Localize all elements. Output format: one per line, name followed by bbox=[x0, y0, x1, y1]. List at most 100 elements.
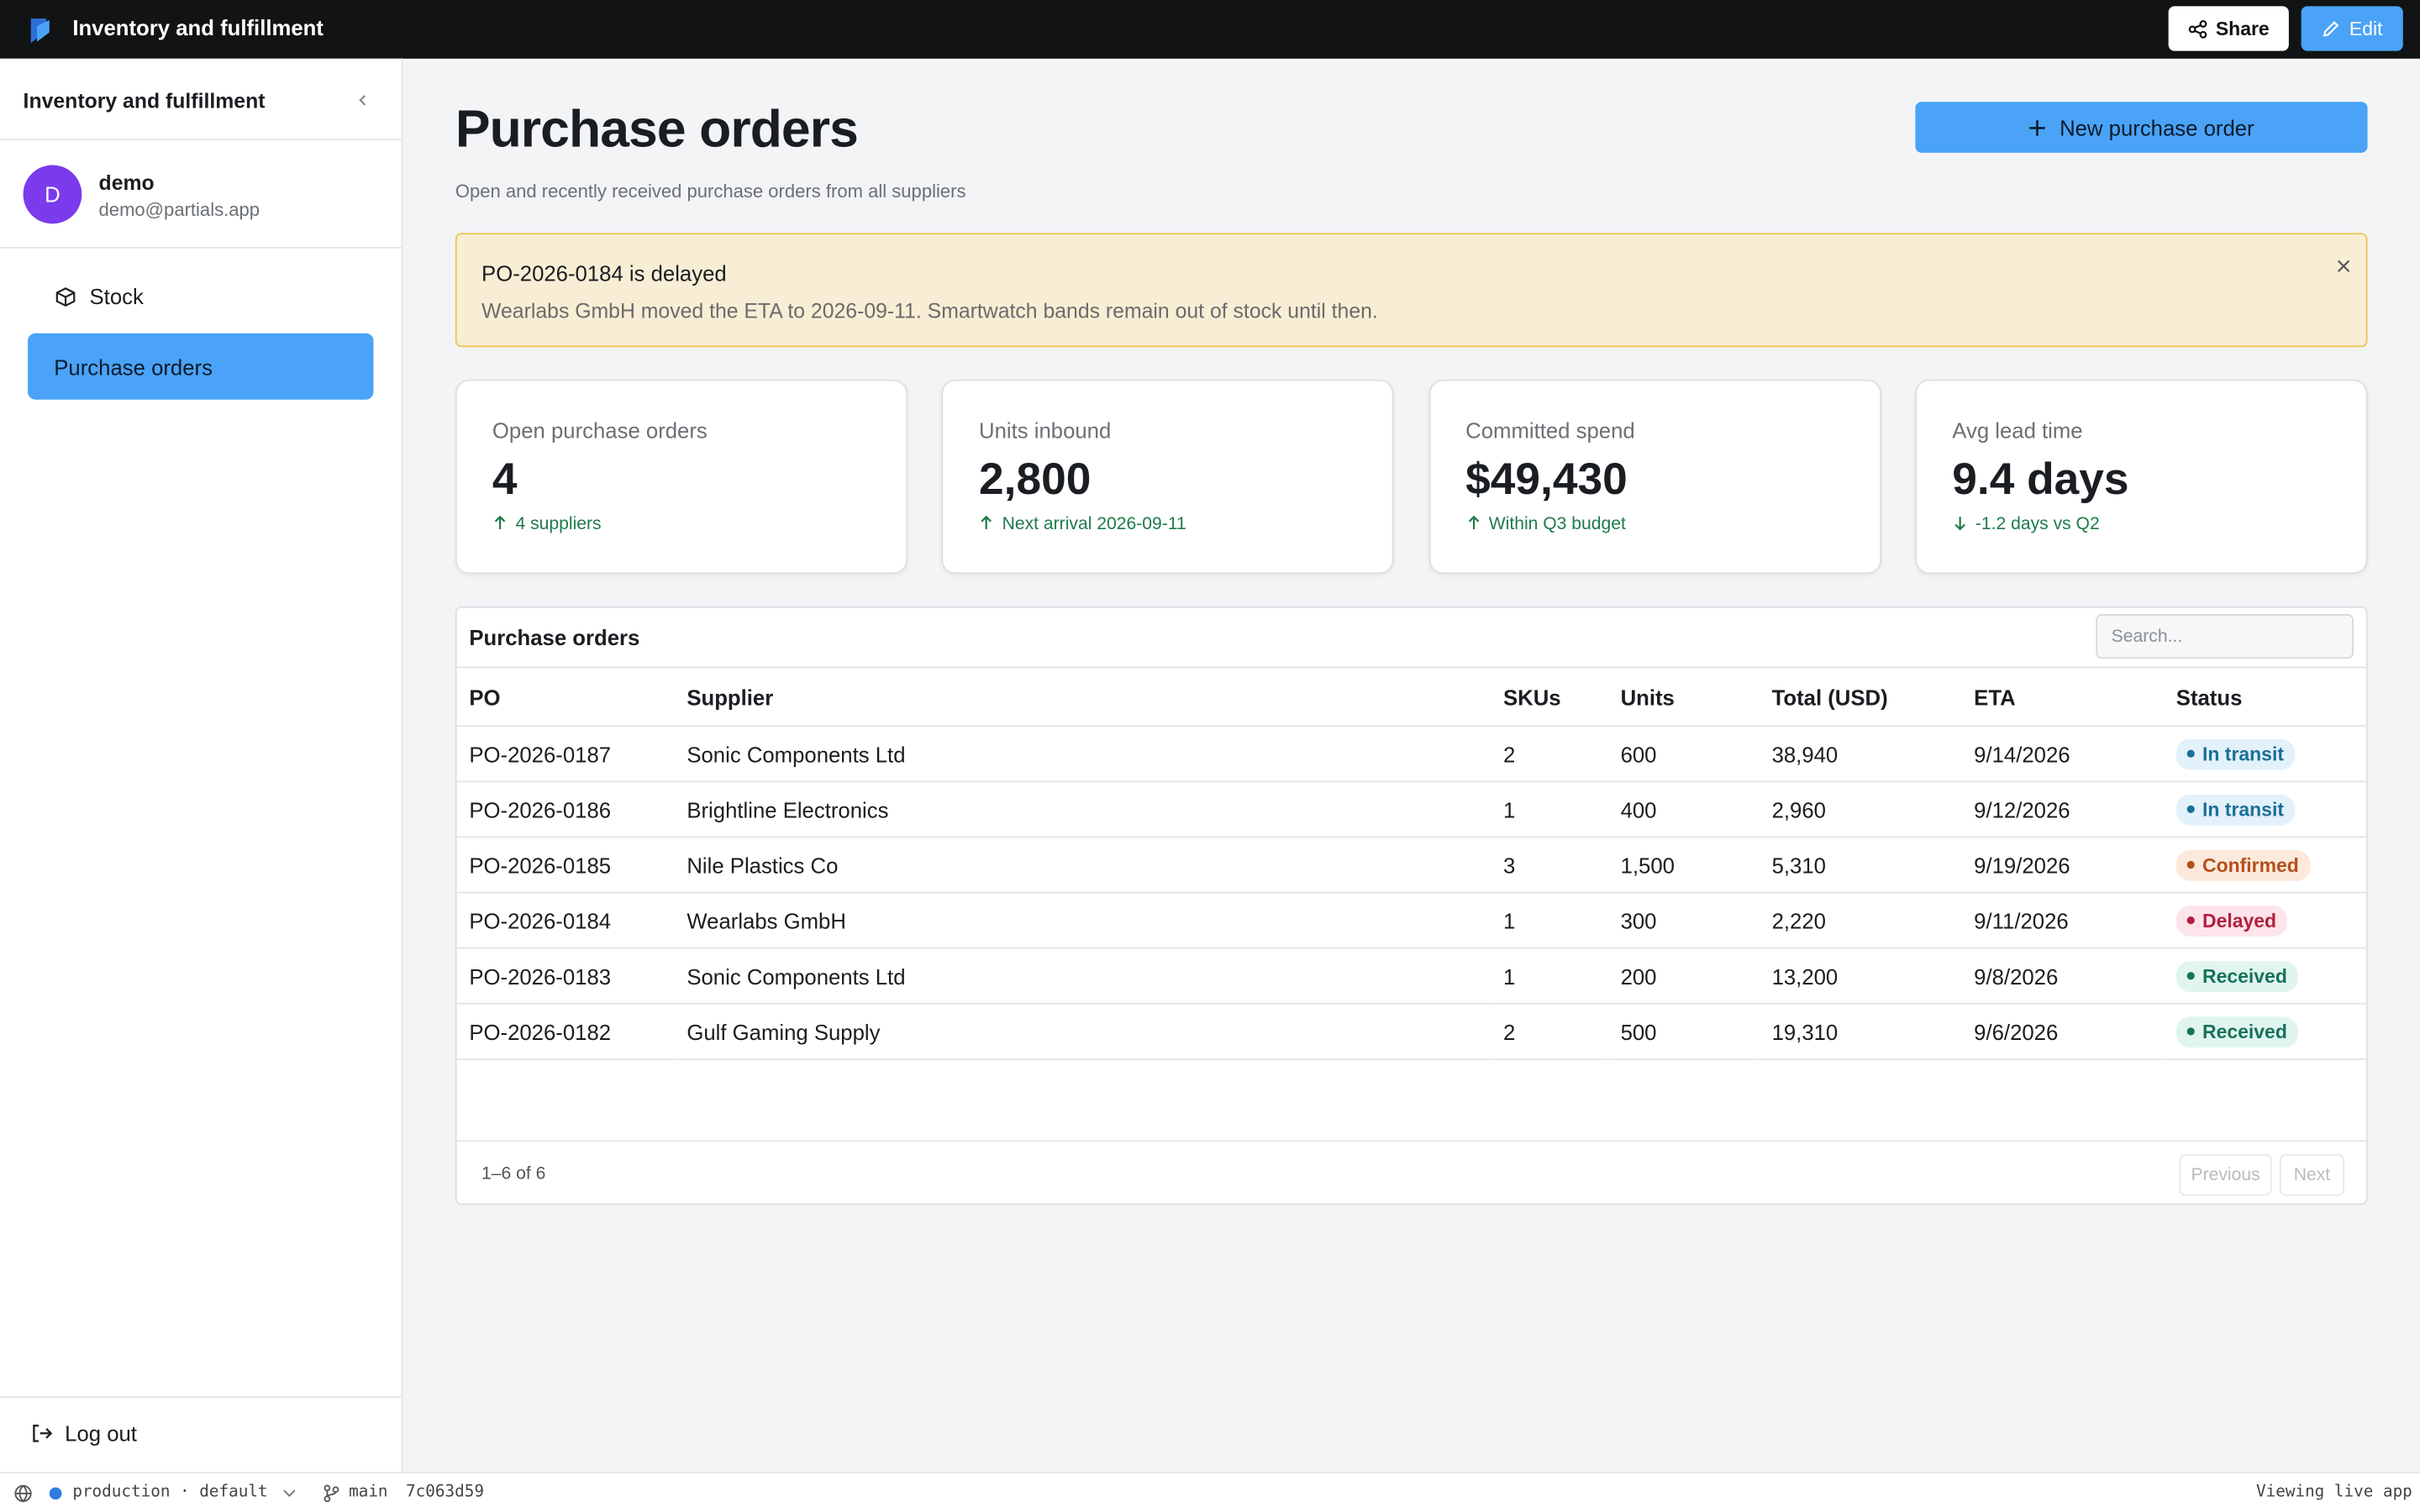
cell: Brightline Electronics bbox=[674, 781, 1491, 838]
env-dot bbox=[49, 1487, 62, 1500]
table-row[interactable]: PO-2026-0184 Wearlabs GmbH 1 300 2,220 9/11/2… bbox=[456, 892, 2366, 949]
edit-label: Edit bbox=[2349, 18, 2383, 39]
app-title: Inventory and fulfillment bbox=[72, 15, 324, 40]
new-order-button[interactable]: New purchase order bbox=[1915, 102, 2368, 153]
page-title: Purchase orders bbox=[455, 100, 859, 160]
stat-note: 4 suppliers bbox=[492, 515, 602, 534]
cell: 400 bbox=[1607, 781, 1760, 838]
stat-note-text: Within Q3 budget bbox=[1488, 515, 1626, 534]
alert-title: PO-2026-0184 is delayed bbox=[481, 260, 727, 286]
cell: Delayed bbox=[2164, 892, 2366, 949]
nav-item-active[interactable]: Purchase orders bbox=[28, 333, 374, 400]
stat-label: Open purchase orders bbox=[492, 417, 708, 444]
cell: 2,220 bbox=[1759, 892, 1962, 949]
trend-icon bbox=[494, 515, 506, 530]
environment[interactable]: production · default bbox=[72, 1483, 268, 1502]
table-title: Purchase orders bbox=[469, 624, 640, 650]
column-header: Units bbox=[1607, 666, 1760, 727]
trend-icon bbox=[1468, 515, 1479, 530]
stat-note: Next arrival 2026-09-11 bbox=[979, 515, 1186, 534]
column-header: ETA bbox=[1961, 666, 2165, 727]
stat-note-text: Next arrival 2026-09-11 bbox=[1002, 515, 1186, 534]
sidebar-title: Inventory and fulfillment bbox=[23, 89, 266, 113]
search-input[interactable]: Search... bbox=[2096, 614, 2354, 659]
cell: 1 bbox=[1491, 948, 1608, 1005]
cell: 2 bbox=[1491, 1003, 1608, 1060]
commit: 7c063d59 bbox=[406, 1483, 484, 1502]
cell: 19,310 bbox=[1759, 1003, 1962, 1060]
stat-card: Committed spend $49,430 Within Q3 budget bbox=[1428, 379, 1881, 575]
cell: Wearlabs GmbH bbox=[674, 892, 1491, 949]
divider bbox=[0, 246, 402, 249]
cell: PO-2026-0182 bbox=[456, 1003, 675, 1060]
table-row[interactable]: PO-2026-0183 Sonic Components Ltd 1 200 13,2… bbox=[456, 948, 2366, 1005]
cell: 9/19/2026 bbox=[1961, 837, 2165, 894]
table-row[interactable]: PO-2026-0187 Sonic Components Ltd 2 600 38,9… bbox=[456, 726, 2366, 783]
cell: In transit bbox=[2164, 726, 2366, 783]
cell: In transit bbox=[2164, 781, 2366, 838]
cell: Confirmed bbox=[2164, 837, 2366, 894]
status-badge: Received bbox=[2175, 960, 2298, 992]
page-subtitle: Open and recently received purchase orde… bbox=[455, 180, 966, 202]
edit-button[interactable]: Edit bbox=[2301, 6, 2403, 51]
user-email: demo@partials.app bbox=[98, 198, 260, 221]
next-button[interactable]: Next bbox=[2279, 1153, 2345, 1196]
stat-note-text: -1.2 days vs Q2 bbox=[1975, 515, 2100, 534]
globe-icon bbox=[14, 1484, 32, 1503]
table-row[interactable]: PO-2026-0182 Gulf Gaming Supply 2 500 19,310… bbox=[456, 1003, 2366, 1060]
cell: 600 bbox=[1607, 726, 1760, 783]
logout-button[interactable]: Log out bbox=[31, 1421, 137, 1446]
edit-icon bbox=[2323, 20, 2339, 36]
alert: PO-2026-0184 is delayed Wearlabs GmbH mo… bbox=[455, 233, 2368, 348]
stat-note: -1.2 days vs Q2 bbox=[1952, 515, 2100, 534]
box-icon bbox=[55, 286, 76, 307]
branch-icon bbox=[324, 1484, 339, 1503]
table-row[interactable]: PO-2026-0186 Brightline Electronics 1 400 2,… bbox=[456, 781, 2366, 838]
cell: 9/8/2026 bbox=[1961, 948, 2165, 1005]
cell: 38,940 bbox=[1759, 726, 1962, 783]
nav-item[interactable]: Stock bbox=[55, 284, 144, 308]
cell: 2,960 bbox=[1759, 781, 1962, 838]
column-header: PO bbox=[456, 666, 675, 727]
stat-label: Committed spend bbox=[1465, 417, 1635, 444]
status-badge: Received bbox=[2175, 1016, 2298, 1047]
logo bbox=[30, 18, 50, 44]
status-badge: Confirmed bbox=[2175, 849, 2310, 881]
cell: 1,500 bbox=[1607, 837, 1760, 894]
cell: Gulf Gaming Supply bbox=[674, 1003, 1491, 1060]
cell: PO-2026-0185 bbox=[456, 837, 675, 894]
branch: main bbox=[349, 1483, 388, 1502]
cell: 9/12/2026 bbox=[1961, 781, 2165, 838]
plus-icon bbox=[2030, 119, 2046, 135]
cell: 3 bbox=[1491, 837, 1608, 894]
alert-message: Wearlabs GmbH moved the ETA to 2026-09-1… bbox=[481, 299, 1378, 323]
cell: 500 bbox=[1607, 1003, 1760, 1060]
cell: PO-2026-0184 bbox=[456, 892, 675, 949]
cell: PO-2026-0183 bbox=[456, 948, 675, 1005]
column-header: Supplier bbox=[674, 666, 1491, 727]
alert-close[interactable] bbox=[2337, 260, 2351, 274]
cell: 9/11/2026 bbox=[1961, 892, 2165, 949]
collapse-button[interactable] bbox=[356, 92, 369, 108]
column-header: Total (USD) bbox=[1759, 666, 1962, 727]
stat-card: Avg lead time 9.4 days -1.2 days vs Q2 bbox=[1915, 379, 2368, 575]
cell: 1 bbox=[1491, 781, 1608, 838]
share-button[interactable]: Share bbox=[2168, 6, 2289, 51]
cell: PO-2026-0186 bbox=[456, 781, 675, 838]
trend-icon bbox=[1954, 517, 1965, 531]
cell: 5,310 bbox=[1759, 837, 1962, 894]
stat-note: Within Q3 budget bbox=[1465, 515, 1626, 534]
cell: 1 bbox=[1491, 892, 1608, 949]
previous-button[interactable]: Previous bbox=[2179, 1153, 2272, 1196]
status-badge: In transit bbox=[2175, 738, 2295, 770]
pagination-summary: 1–6 of 6 bbox=[481, 1164, 546, 1184]
orders-table-card: Purchase orders Search... PO Supplier SKUs… bbox=[455, 606, 2368, 1205]
stat-card: Units inbound 2,800 Next arrival 2026-09-1… bbox=[941, 379, 1395, 575]
top-bar: Inventory and fulfillment Share Edit bbox=[0, 0, 2420, 59]
table-body: PO-2026-0187 Sonic Components Ltd 2 600 38,9… bbox=[456, 726, 2366, 1060]
avatar: D bbox=[23, 165, 82, 224]
cell: PO-2026-0187 bbox=[456, 726, 675, 783]
new-order-label: New purchase order bbox=[2060, 114, 2254, 140]
table-row[interactable]: PO-2026-0185 Nile Plastics Co 3 1,500 5,310 9… bbox=[456, 837, 2366, 894]
